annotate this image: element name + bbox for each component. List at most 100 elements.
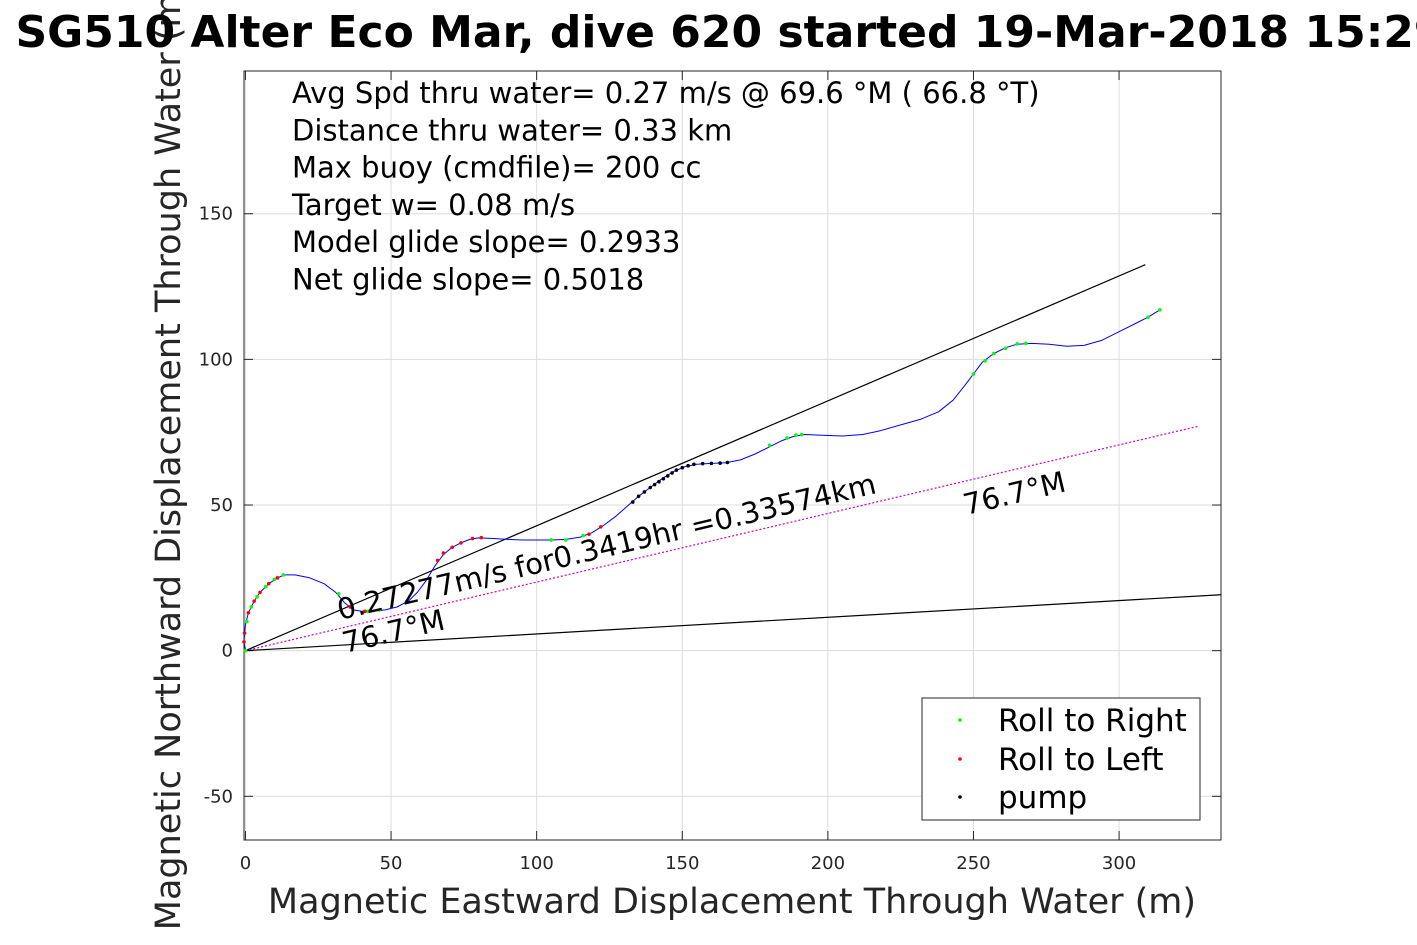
series-0-point — [336, 592, 341, 596]
series-0-point — [794, 433, 798, 437]
series-2-point — [674, 468, 679, 472]
x-tick-label: 150 — [665, 853, 699, 874]
series-0-point — [245, 619, 249, 624]
series-0-point — [1146, 315, 1150, 319]
series-1-point — [598, 525, 603, 529]
legend-label-pump: pump — [998, 780, 1087, 816]
legend-marker-roll-left — [958, 757, 962, 761]
series-0-point — [255, 594, 259, 599]
legend-marker-pump — [958, 795, 962, 799]
axis-ticks: 0 50 100 150 200 250 300 -50 0 50 100 150 — [199, 71, 1221, 874]
series-1-point — [275, 576, 280, 580]
series-2-point — [642, 490, 647, 494]
y-tick-label: 150 — [199, 204, 233, 225]
series-0-point — [281, 573, 286, 577]
series-0-point — [377, 608, 382, 612]
x-tick-label: 50 — [380, 853, 403, 874]
x-tick-label: 100 — [519, 853, 553, 874]
series-2-point — [670, 471, 674, 475]
series-1-point — [479, 535, 484, 540]
y-tick-label: 50 — [210, 495, 233, 516]
x-tick-label: 300 — [1102, 853, 1136, 874]
series-0-point — [549, 538, 554, 542]
series-2-point — [680, 465, 685, 470]
x-tick-label: 200 — [811, 853, 845, 874]
series-1-point — [459, 541, 463, 545]
legend: Roll to Right Roll to Left pump — [921, 697, 1201, 821]
series-0-point — [264, 584, 268, 589]
y-tick-label: 100 — [199, 349, 233, 370]
series-1-point — [242, 640, 246, 644]
series-1-point — [441, 551, 446, 555]
series-1-point — [450, 545, 455, 550]
series-1-point — [252, 599, 256, 603]
series-0-point — [767, 443, 772, 448]
series-2-point — [700, 461, 705, 466]
legend-box — [921, 697, 1201, 821]
reference-lines — [245, 264, 1222, 652]
reference-line — [245, 594, 1222, 652]
x-tick-label: 0 — [240, 853, 251, 874]
reference-line — [245, 264, 1146, 652]
series-0-point — [1003, 346, 1008, 351]
series-2-point — [665, 474, 670, 478]
series-2-point — [630, 500, 635, 504]
stats-text-block: Avg Spd thru water= 0.27 m/s @ 69.6 °M (… — [291, 76, 1040, 297]
series-1-point — [587, 532, 591, 536]
series-0-point — [799, 432, 804, 437]
track-layer — [243, 309, 1161, 651]
legend-marker-roll-right — [958, 718, 962, 722]
plot-frame — [243, 70, 1222, 841]
series-2-point — [652, 482, 657, 487]
series-2-point — [692, 462, 696, 467]
series-2-point — [657, 479, 661, 484]
series-0-point — [272, 577, 277, 582]
track-line — [243, 309, 1161, 651]
series-1-point — [242, 631, 247, 635]
x-tick-label: 250 — [956, 853, 990, 874]
series-2-point — [648, 485, 653, 490]
series-0-point — [1024, 341, 1028, 346]
series-2-point — [636, 494, 641, 499]
series-0-point — [1158, 308, 1162, 312]
series-0-point — [581, 533, 586, 538]
series-1-point — [246, 610, 251, 615]
series-0-point — [992, 351, 996, 356]
series-0-point — [249, 605, 254, 609]
x-axis-label: Magnetic Eastward Displacement Through W… — [268, 882, 1196, 922]
grid-lines — [244, 71, 1221, 840]
series-0-point — [983, 359, 987, 363]
y-tick-label: -50 — [204, 786, 233, 807]
chart-title: SG510 Alter Eco Mar, dive 620 started 19… — [15, 7, 1417, 58]
series-1-point — [435, 558, 440, 563]
y-tick-label: 0 — [222, 641, 233, 662]
stats-line: Net glide slope= 0.5018 — [292, 263, 644, 297]
series-0-point — [365, 609, 370, 614]
series-1-point — [363, 609, 367, 614]
series-0-point — [785, 436, 789, 440]
series-2-point — [709, 461, 714, 466]
series-2-point — [661, 477, 666, 481]
stats-line: Model glide slope= 0.2933 — [292, 225, 680, 259]
series-1-point — [470, 536, 475, 541]
series-1-point — [258, 590, 262, 595]
stats-line: Max buoy (cmdfile)= 200 cc — [292, 151, 701, 185]
series-2-point — [686, 463, 690, 468]
series-2-point — [725, 460, 730, 465]
series-0-point — [971, 372, 976, 376]
points-layer — [242, 308, 1162, 653]
stats-line: Distance thru water= 0.33 km — [292, 113, 732, 147]
reference-line — [245, 425, 1198, 652]
series-0-point — [1015, 342, 1019, 346]
series-1-point — [266, 581, 271, 586]
series-0-point — [243, 648, 248, 653]
series-0-point — [563, 538, 568, 542]
stats-line: Avg Spd thru water= 0.27 m/s @ 69.6 °M (… — [292, 76, 1040, 110]
y-axis-label: Magnetic Northward Displacement Through … — [149, 0, 189, 930]
legend-label-roll-left: Roll to Left — [998, 742, 1164, 778]
legend-label-roll-right: Roll to Right — [998, 703, 1187, 739]
series-2-point — [718, 461, 722, 465]
series-1-point — [348, 605, 353, 609]
stats-line: Target w= 0.08 m/s — [291, 188, 575, 222]
